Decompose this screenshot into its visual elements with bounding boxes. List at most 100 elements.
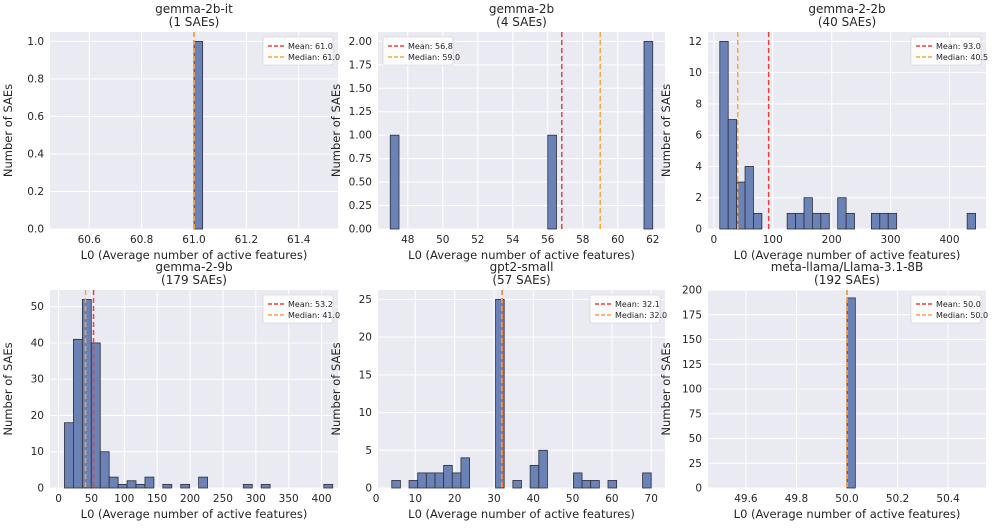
histogram-bar <box>642 472 652 489</box>
x-tick-label: 200 <box>180 493 200 505</box>
chart-title: (40 SAEs) <box>818 15 876 29</box>
legend-mean-label: Mean: 56.8 <box>408 42 453 51</box>
y-tick-label: 0.4 <box>27 148 44 160</box>
x-tick-label: 50.4 <box>936 493 960 505</box>
y-tick-label: 2.00 <box>349 36 372 48</box>
x-tick-label: 61.2 <box>235 234 258 246</box>
histogram-bar <box>812 212 822 230</box>
y-tick-label: 25 <box>689 458 702 470</box>
histogram-bar <box>193 40 204 230</box>
y-tick-label: 0.2 <box>27 186 44 198</box>
y-tick-label: 10 <box>359 407 372 419</box>
histogram-bar <box>144 476 155 489</box>
histogram-bar <box>572 472 583 489</box>
x-tick-label: 20 <box>448 493 461 505</box>
histogram-bar <box>242 483 253 489</box>
y-tick-label: 50 <box>31 301 44 313</box>
y-tick-label: 0 <box>695 483 702 495</box>
y-tick-label: 15 <box>359 369 372 381</box>
x-tick-label: 400 <box>312 493 332 505</box>
x-tick-label: 300 <box>881 234 901 246</box>
histogram-bar <box>108 476 119 489</box>
y-tick-label: 200 <box>682 285 702 297</box>
x-tick-label: 48 <box>401 234 414 246</box>
panel-4: 0 50 100 150 200 250 300 350 400 0 10 20 30 40 50 L0 (A… <box>1 260 340 521</box>
y-tick-label: 0.0 <box>27 224 44 236</box>
legend-median-label: Median: 61.0 <box>288 53 340 62</box>
histogram-bar <box>99 451 110 489</box>
x-tick-label: 58 <box>576 234 589 246</box>
x-axis-label: L0 (Average number of active features) <box>408 507 635 521</box>
y-tick-label: 8 <box>695 98 702 110</box>
histogram-bar <box>753 212 763 230</box>
histogram-bar <box>417 472 427 489</box>
x-tick-label: 100 <box>763 234 783 246</box>
x-axis-label: L0 (Average number of active features) <box>408 248 635 262</box>
y-tick-label: 150 <box>682 334 702 346</box>
legend: Mean: 50.0 Median: 50.0 <box>910 294 988 324</box>
chart-title: (179 SAEs) <box>161 273 227 287</box>
y-tick-label: 125 <box>682 359 702 371</box>
histogram-bar <box>795 212 805 230</box>
x-tick-label: 150 <box>147 493 167 505</box>
histogram-bar <box>135 483 146 489</box>
y-tick-label: 2 <box>695 192 702 204</box>
histogram-bar <box>323 483 334 489</box>
histogram-bar <box>391 480 401 489</box>
legend-mean-label: Mean: 50.0 <box>936 300 981 309</box>
y-tick-label: 6 <box>695 130 702 142</box>
histogram-bar <box>820 212 830 230</box>
x-axis-label: L0 (Average number of active features) <box>734 507 961 521</box>
histogram-bar <box>117 483 128 489</box>
y-tick-label: 5 <box>365 445 372 457</box>
y-tick-label: 1.00 <box>349 130 372 142</box>
legend-frame <box>910 294 982 324</box>
histogram-bar <box>512 480 522 489</box>
x-tick-label: 61.4 <box>287 234 311 246</box>
histogram-bar <box>529 464 540 489</box>
y-tick-label: 100 <box>682 384 702 396</box>
histogram-bar <box>198 476 208 489</box>
y-tick-label: 1.75 <box>349 59 372 71</box>
x-tick-label: 250 <box>213 493 233 505</box>
histogram-bar <box>434 472 445 489</box>
x-tick-label: 400 <box>939 234 959 246</box>
legend-mean-label: Mean: 32.1 <box>615 300 660 309</box>
y-tick-label: 0 <box>365 483 372 495</box>
x-tick-label: 49.8 <box>785 493 808 505</box>
x-axis-label: L0 (Average number of active features) <box>81 248 308 262</box>
histogram-bar <box>180 483 191 489</box>
histogram-bar <box>126 480 137 489</box>
histogram-bar <box>887 212 898 230</box>
legend-frame <box>910 36 982 66</box>
histogram-bar <box>81 299 92 489</box>
chart-title: gpt2-small <box>490 260 554 274</box>
y-tick-label: 0.75 <box>349 153 372 165</box>
x-axis-label: L0 (Average number of active features) <box>734 248 961 262</box>
legend: Mean: 61.0 Median: 61.0 <box>262 36 340 66</box>
legend: Mean: 56.8 Median: 59.0 <box>382 36 460 66</box>
x-axis-label: L0 (Average number of active features) <box>81 507 308 521</box>
x-tick-label: 200 <box>822 234 842 246</box>
histogram-bar <box>590 480 600 489</box>
histogram-bar <box>719 40 729 230</box>
y-tick-label: 40 <box>31 337 44 349</box>
x-tick-label: 60.8 <box>130 234 153 246</box>
histogram-bar <box>260 483 271 489</box>
legend: Mean: 32.1 Median: 32.0 <box>589 294 667 324</box>
histogram-bar <box>736 181 746 230</box>
x-tick-label: 56 <box>541 234 555 246</box>
legend-median-label: Median: 59.0 <box>408 53 460 62</box>
legend-frame <box>382 36 454 66</box>
y-axis-label: Number of SAEs <box>1 84 15 177</box>
y-tick-label: 0.50 <box>349 177 372 189</box>
histogram-bar <box>845 212 855 230</box>
x-tick-label: 300 <box>246 493 266 505</box>
y-axis-label: Number of SAEs <box>659 84 673 177</box>
y-tick-label: 1.50 <box>349 83 372 95</box>
histogram-bar <box>547 134 557 230</box>
y-tick-label: 0.00 <box>349 224 372 236</box>
legend-median-label: Median: 41.0 <box>288 311 340 320</box>
chart-title: (1 SAEs) <box>169 15 220 29</box>
